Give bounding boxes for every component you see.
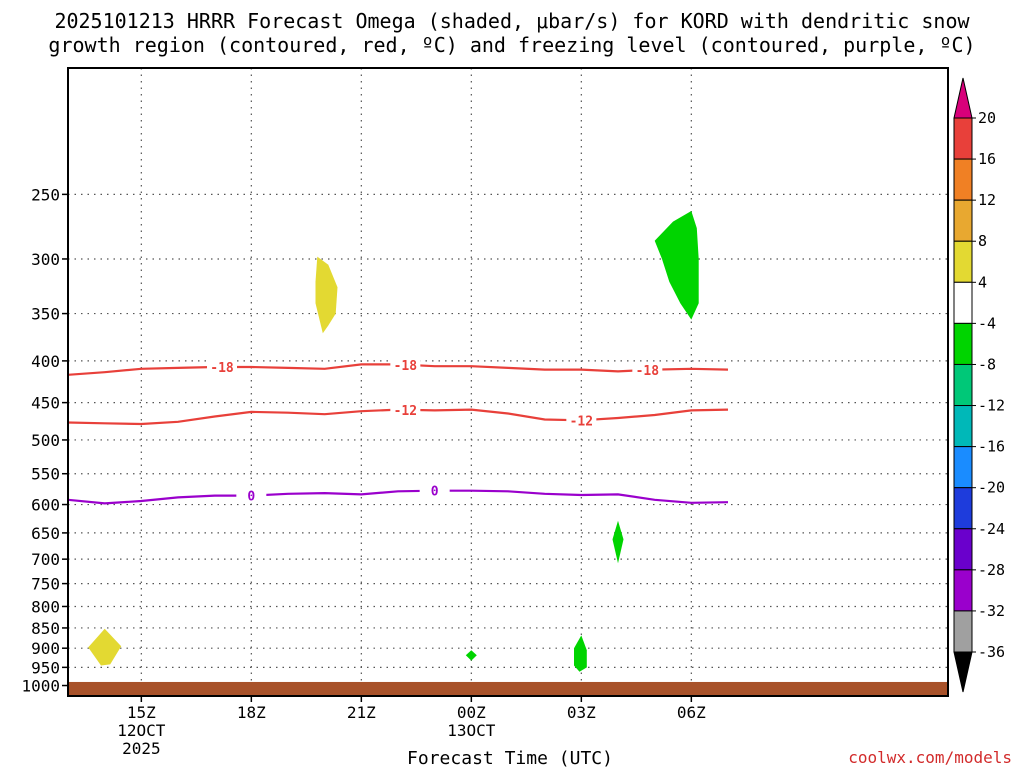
contour-label-3-1: 0 [247, 490, 255, 505]
x-axis-label: Forecast Time (UTC) [407, 748, 613, 768]
colorbar-label-14: -36 [978, 643, 1005, 661]
colorbar-bottom-cap [953, 651, 973, 693]
y-tick-label-600: 600 [31, 496, 60, 515]
colorbar-bin-11 [953, 528, 973, 571]
colorbar-label-11: -24 [978, 520, 1005, 538]
plot-area: -18 -18 -18 -12 -12 0 0 250 300 350 400 450 500 550 60… [21, 67, 949, 758]
x-tick-label-15-1: 15Z [127, 703, 156, 722]
colorbar-label-3: 12 [978, 191, 996, 209]
y-tick-label-250: 250 [31, 185, 60, 204]
x-tick-label-18-1: 18Z [237, 703, 266, 722]
colorbar-bin-10 [953, 487, 973, 530]
contour-label-2-2: -12 [570, 414, 593, 429]
y-tick-label-450: 450 [31, 394, 60, 413]
omega-region-4 [574, 635, 587, 672]
colorbar-label-4: 8 [978, 232, 987, 250]
contour-label-1-3: -18 [636, 364, 660, 379]
contour-label-2-1: -12 [394, 404, 417, 419]
colorbar-bin-7 [953, 363, 973, 407]
credit-text: coolwx.com/models [848, 748, 1012, 767]
colorbar-label-2: 16 [978, 150, 996, 168]
colorbar-bin-9 [953, 446, 973, 489]
plot-content: -18 -18 -18 -12 -12 0 0 [68, 68, 948, 696]
omega-region-1 [315, 256, 338, 334]
plot-frame [67, 67, 949, 697]
omega-region-3 [612, 520, 624, 564]
y-tick-label-400: 400 [31, 352, 60, 371]
colorbar-bin-2 [953, 158, 973, 201]
y-tick-label-350: 350 [31, 305, 60, 324]
contour-line-3 [68, 489, 729, 505]
contour-label-bg-2-2 [566, 412, 597, 429]
colorbar-bin-12 [953, 569, 973, 612]
y-tick-label-1000: 1000 [21, 677, 60, 696]
colorbar-bin-4 [953, 240, 973, 283]
contour-label-bg-3-1 [236, 487, 267, 504]
colorbar-bin-13 [953, 610, 973, 653]
contour-label-bg-1-3 [632, 361, 663, 378]
colorbar-bin-6 [953, 322, 973, 365]
y-tick-label-650: 650 [31, 524, 60, 543]
colorbar-label-13: -32 [978, 602, 1005, 620]
y-tick-label-550: 550 [31, 465, 60, 484]
chart-title-line-1: 2025101213 HRRR Forecast Omega (shaded, … [54, 9, 970, 33]
ground-fill [68, 681, 948, 696]
x-tick-label-21-1: 21Z [347, 703, 376, 722]
x-tick-label-24-2: 13OCT [447, 721, 496, 740]
colorbar-label-8: -12 [978, 397, 1005, 415]
colorbar-bin-5 [953, 281, 973, 324]
x-tick-label-24-1: 00Z [457, 703, 486, 722]
omega-region-6 [88, 628, 122, 666]
contour-label-bg-1-1 [207, 359, 237, 376]
colorbar-bin-3 [953, 199, 973, 242]
colorbar-top-cap [953, 77, 973, 119]
omega-region-5 [465, 650, 477, 661]
colorbar-label-1: 20 [978, 109, 996, 127]
colorbar-label-5: 4 [978, 273, 987, 291]
x-tick-label-15-3: 2025 [122, 739, 161, 758]
y-tick-label-950: 950 [31, 658, 60, 677]
colorbar-label-7: -8 [978, 355, 996, 373]
colorbar-label-10: -20 [978, 479, 1005, 497]
contour-label-bg-2-1 [390, 401, 421, 418]
x-tick-label-30-1: 06Z [677, 703, 706, 722]
contour-label-bg-1-2 [390, 356, 421, 373]
y-tick-label-800: 800 [31, 597, 60, 616]
y-tick-label-700: 700 [31, 550, 60, 569]
x-tick-label-27-1: 03Z [567, 703, 596, 722]
y-tick-label-500: 500 [31, 431, 60, 450]
contour-label-1-1: -18 [210, 361, 234, 376]
omega-region-2 [654, 211, 699, 320]
chart-title-line-2: growth region (contoured, red, ºC) and f… [48, 33, 975, 57]
colorbar-bin-8 [953, 405, 973, 448]
colorbar-label-9: -16 [978, 438, 1005, 456]
colorbar-label-6: -4 [978, 314, 996, 332]
y-tick-label-300: 300 [31, 250, 60, 269]
y-tick-label-750: 750 [31, 575, 60, 594]
contour-label-3-2: 0 [431, 485, 439, 500]
y-tick-label-900: 900 [31, 639, 60, 658]
x-tick-label-15-2: 12OCT [117, 721, 166, 740]
colorbar: 20 16 12 8 4 -4 -8 -12 -16 -20 -24 -28 -32 -36 [953, 77, 1005, 693]
y-tick-label-850: 850 [31, 619, 60, 638]
colorbar-label-12: -28 [978, 561, 1005, 579]
colorbar-bin-1 [953, 117, 973, 160]
contour-label-bg-3-2 [419, 482, 450, 499]
contour-label-1-2: -18 [394, 359, 418, 374]
